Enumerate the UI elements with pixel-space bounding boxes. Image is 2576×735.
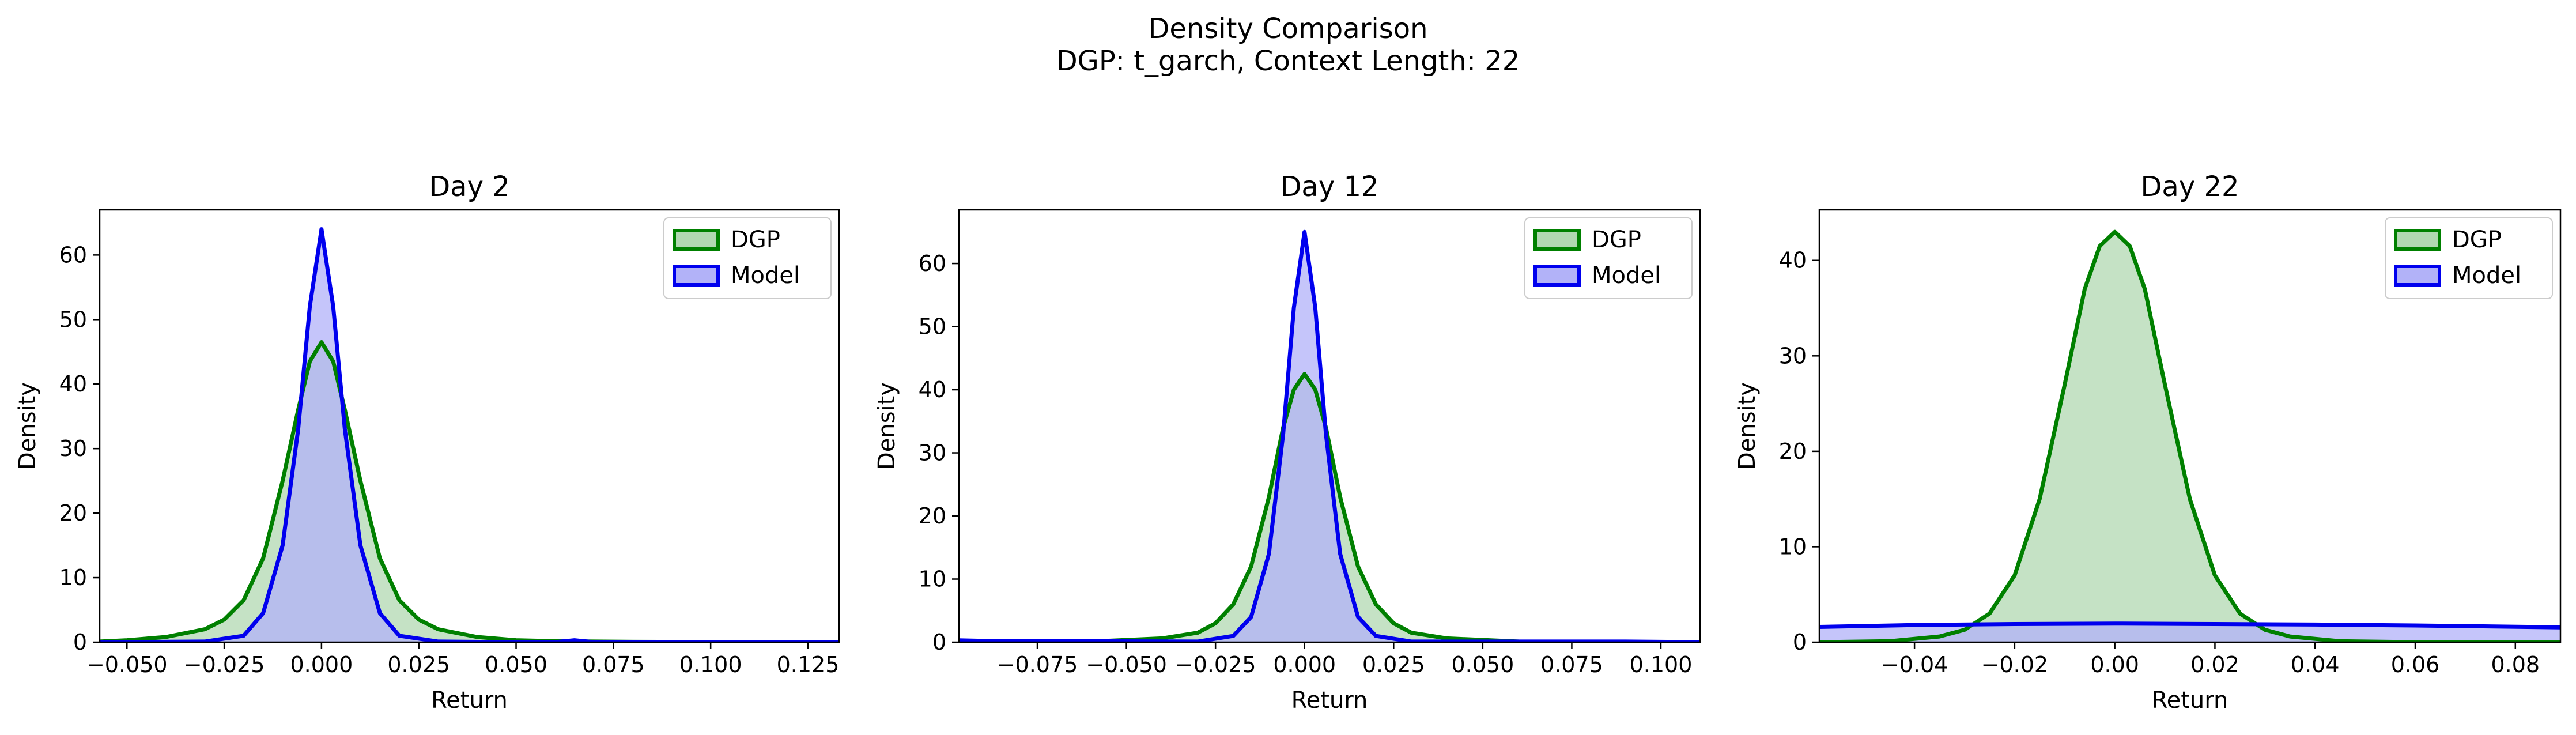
y-tick-label: 30 [919,440,946,466]
y-tick-label: 0 [1793,630,1807,655]
y-tick-label: 20 [59,500,87,526]
y-tick-label: 20 [1779,439,1807,464]
y-tick-label: 60 [919,251,946,276]
y-tick-label: 40 [919,377,946,402]
dgp-legend-label: DGP [2452,227,2502,253]
x-axis-label: Return [2152,687,2228,714]
panel-title: Day 12 [1280,171,1378,203]
model-legend-swatch [673,265,720,287]
x-tick-label: 0.04 [2291,652,2340,677]
plot-area [959,229,1700,642]
dgp-density-line [959,372,1700,642]
chart-panels: −0.050 −0.025 0.000 0.025 0.050 0.075 0.100 0.1… [14,171,2562,714]
y-axis-label: Density [874,382,900,470]
plot-area [100,227,839,642]
y-axis-label: Density [14,382,41,470]
y-tick-label: 60 [59,242,87,267]
chart-panel-1: −0.050 −0.025 0.000 0.025 0.050 0.075 0.100 0.1… [14,171,840,714]
dgp-legend-swatch [1533,229,1581,251]
y-tick-label: 10 [1779,534,1807,559]
x-tick-label: −0.075 [997,652,1078,677]
y-tick-label: 50 [59,307,87,332]
chart-panel-2: −0.075 −0.050 −0.025 0.000 0.025 0.050 0.075 0.… [874,171,1701,714]
legend: DGP Model [2385,217,2553,299]
dgp-density-line [1819,229,2560,642]
model-legend-label: Model [2452,262,2521,289]
x-tick-label: −0.050 [1086,652,1167,677]
dgp-legend-swatch [673,229,720,251]
dgp-density-fill [1819,232,2560,642]
panel-title: Day 22 [2140,171,2239,203]
dgp-legend-label: DGP [1592,227,1641,253]
y-tick-label: 20 [919,503,946,529]
x-tick-label: −0.02 [1981,652,2048,677]
x-tick-label: −0.025 [1175,652,1256,677]
axes-frame [1818,209,2562,643]
x-tick-label: 0.075 [582,652,645,677]
y-tick-label: 10 [59,565,87,590]
model-density-line [1819,621,2560,630]
model-density-line [100,227,839,642]
axes-frame [958,209,1701,643]
x-axis-label: Return [1291,687,1368,714]
x-axis-label: Return [431,687,508,714]
model-density-fill [1819,623,2560,642]
y-tick-label: 0 [932,630,946,655]
x-tick-label: 0.08 [2491,652,2540,677]
model-legend-label: Model [731,262,800,289]
figure-title: Density Comparison [1148,13,1427,45]
y-tick-label: 30 [1779,343,1807,368]
chart-panel-3: −0.04 −0.02 0.00 0.02 0.04 0.06 0.08 0 10 20 30 40 D… [1734,171,2562,714]
x-tick-label: 0.02 [2190,652,2239,677]
x-tick-label: 0.000 [290,652,353,677]
y-axis-label: Density [1734,382,1761,470]
figure-subtitle: DGP: t_garch, Context Length: 22 [1056,45,1520,77]
dgp-legend-swatch [2394,229,2441,251]
model-legend-label: Model [1592,262,1661,289]
y-tick-label: 10 [919,567,946,592]
x-tick-label: −0.050 [86,652,168,677]
dgp-legend-label: DGP [731,227,780,253]
x-tick-label: 0.00 [2090,652,2139,677]
y-tick-label: 30 [59,436,87,461]
x-tick-label: 0.100 [1630,652,1693,677]
x-tick-label: 0.050 [1451,652,1514,677]
panel-title: Day 2 [429,171,510,203]
y-tick-label: 40 [1779,248,1807,273]
legend: DGP Model [663,217,832,299]
model-density-line [959,229,1700,642]
x-tick-label: −0.025 [184,652,265,677]
axes-frame [99,209,840,643]
x-tick-label: 0.025 [1362,652,1425,677]
x-tick-label: 0.050 [485,652,547,677]
y-tick-label: 50 [919,314,946,340]
model-density-fill [959,232,1700,642]
x-tick-label: 0.000 [1273,652,1336,677]
model-legend-swatch [2394,265,2441,287]
x-tick-label: 0.075 [1540,652,1603,677]
y-tick-label: 40 [59,371,87,397]
x-tick-label: 0.125 [777,652,840,677]
x-tick-label: 0.100 [679,652,742,677]
x-tick-label: −0.04 [1881,652,1948,677]
plot-area [1819,229,2560,642]
x-tick-label: 0.025 [387,652,450,677]
legend: DGP Model [1524,217,1693,299]
x-tick-label: 0.06 [2391,652,2440,677]
y-tick-label: 0 [73,630,87,655]
model-legend-swatch [1533,265,1581,287]
